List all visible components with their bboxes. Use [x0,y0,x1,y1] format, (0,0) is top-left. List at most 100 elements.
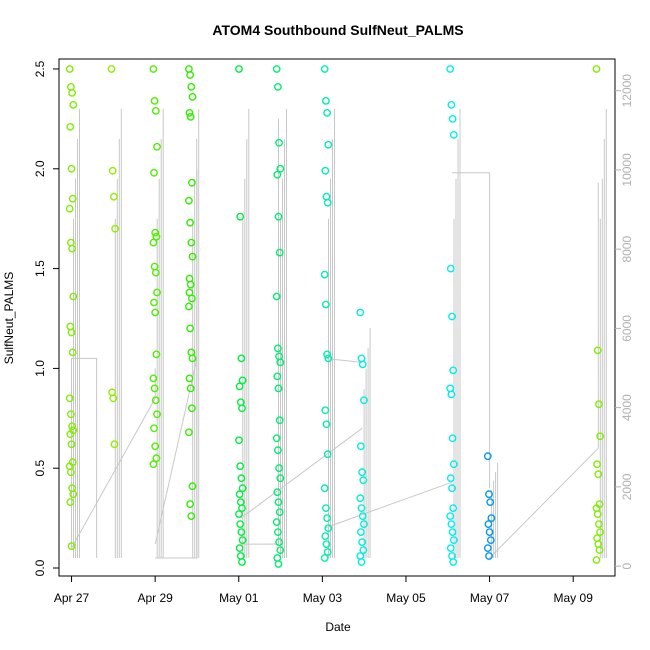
data-point [235,436,243,445]
data-point [356,494,365,503]
data-point [238,376,247,385]
data-point [238,484,247,493]
data-point [67,164,76,173]
data-point [275,248,284,257]
data-point [185,288,194,297]
data-point [150,424,158,433]
data-point [238,536,247,544]
y2-tick-label: 0 [620,562,634,569]
data-point [273,372,282,381]
data-point [187,83,196,91]
data-point [446,474,455,483]
data-point [357,558,366,566]
data-point [66,322,75,331]
data-point [238,504,246,512]
data-point [275,416,284,425]
data-point [151,107,160,115]
data-point [149,460,158,469]
data-point [187,404,196,413]
data-point [322,540,331,548]
data-point [593,510,602,518]
data-point [67,410,75,419]
data-point [322,192,331,201]
data-point [110,440,119,449]
data-point [67,328,76,337]
data-point [483,452,492,461]
data-point [323,514,331,522]
data-point [67,542,76,550]
data-point [357,354,366,363]
data-point [188,482,197,491]
data-point [321,406,330,415]
altitude-line-7 [324,481,453,529]
data-point [321,97,330,105]
data-point [449,130,458,139]
y2-tick-label: 6000 [620,315,634,342]
data-point [111,224,120,233]
y2-tick-label: 8000 [620,236,634,263]
data-point [153,142,161,151]
data-point [149,65,158,73]
data-point [275,352,283,361]
data-point [321,504,330,512]
data-point [358,360,367,369]
data-point [485,490,493,499]
y2-tick-label: 2000 [620,473,634,500]
data-point [68,348,77,357]
data-point [236,462,245,471]
x-tick-label: May 05 [386,591,426,605]
data-point [66,430,75,439]
data-point [275,464,283,473]
data-point [485,552,493,560]
altitude-line-1 [71,368,156,549]
data-point [186,218,195,227]
data-point [188,93,197,101]
data-point [320,270,329,279]
data-point [274,560,283,568]
data-point [184,302,193,311]
data-point [153,288,161,297]
data-point [320,484,329,493]
data-point [359,520,368,528]
data-point [273,446,282,455]
data-point [446,544,455,552]
data-point [592,556,601,564]
data-point [185,274,194,283]
data-point [272,65,281,73]
data-point [593,346,602,355]
y-axis: 0.0 0.5 1.0 1.5 2.0 2.5 [33,60,59,576]
y-tick-label: 0.5 [33,460,47,477]
data-point [151,442,160,451]
data-point [447,101,456,109]
data-point [447,520,456,528]
data-point [107,65,116,73]
data-point [275,538,283,546]
data-point [186,113,195,121]
data-point [65,394,74,403]
data-point [235,382,244,391]
data-point [65,65,74,73]
altitude-line-4 [240,118,279,545]
data-point [276,164,285,173]
data-point [359,476,368,485]
data-point [188,252,197,261]
data-point [358,538,366,546]
data-point [356,308,365,317]
data-point [274,384,283,393]
data-point [235,490,244,499]
data-point [187,238,196,247]
data-point [446,264,455,273]
data-point [186,71,195,79]
data-point [238,558,246,566]
data-point [185,109,194,117]
data-point [273,83,282,91]
data-point [68,244,77,253]
data-point [356,528,365,536]
data-point [275,138,283,147]
data-point [447,390,456,399]
data-point [448,115,457,123]
y2-tick-label: 4000 [620,394,634,421]
data-point [68,89,77,97]
data-point [153,410,161,419]
data-point [274,498,283,506]
